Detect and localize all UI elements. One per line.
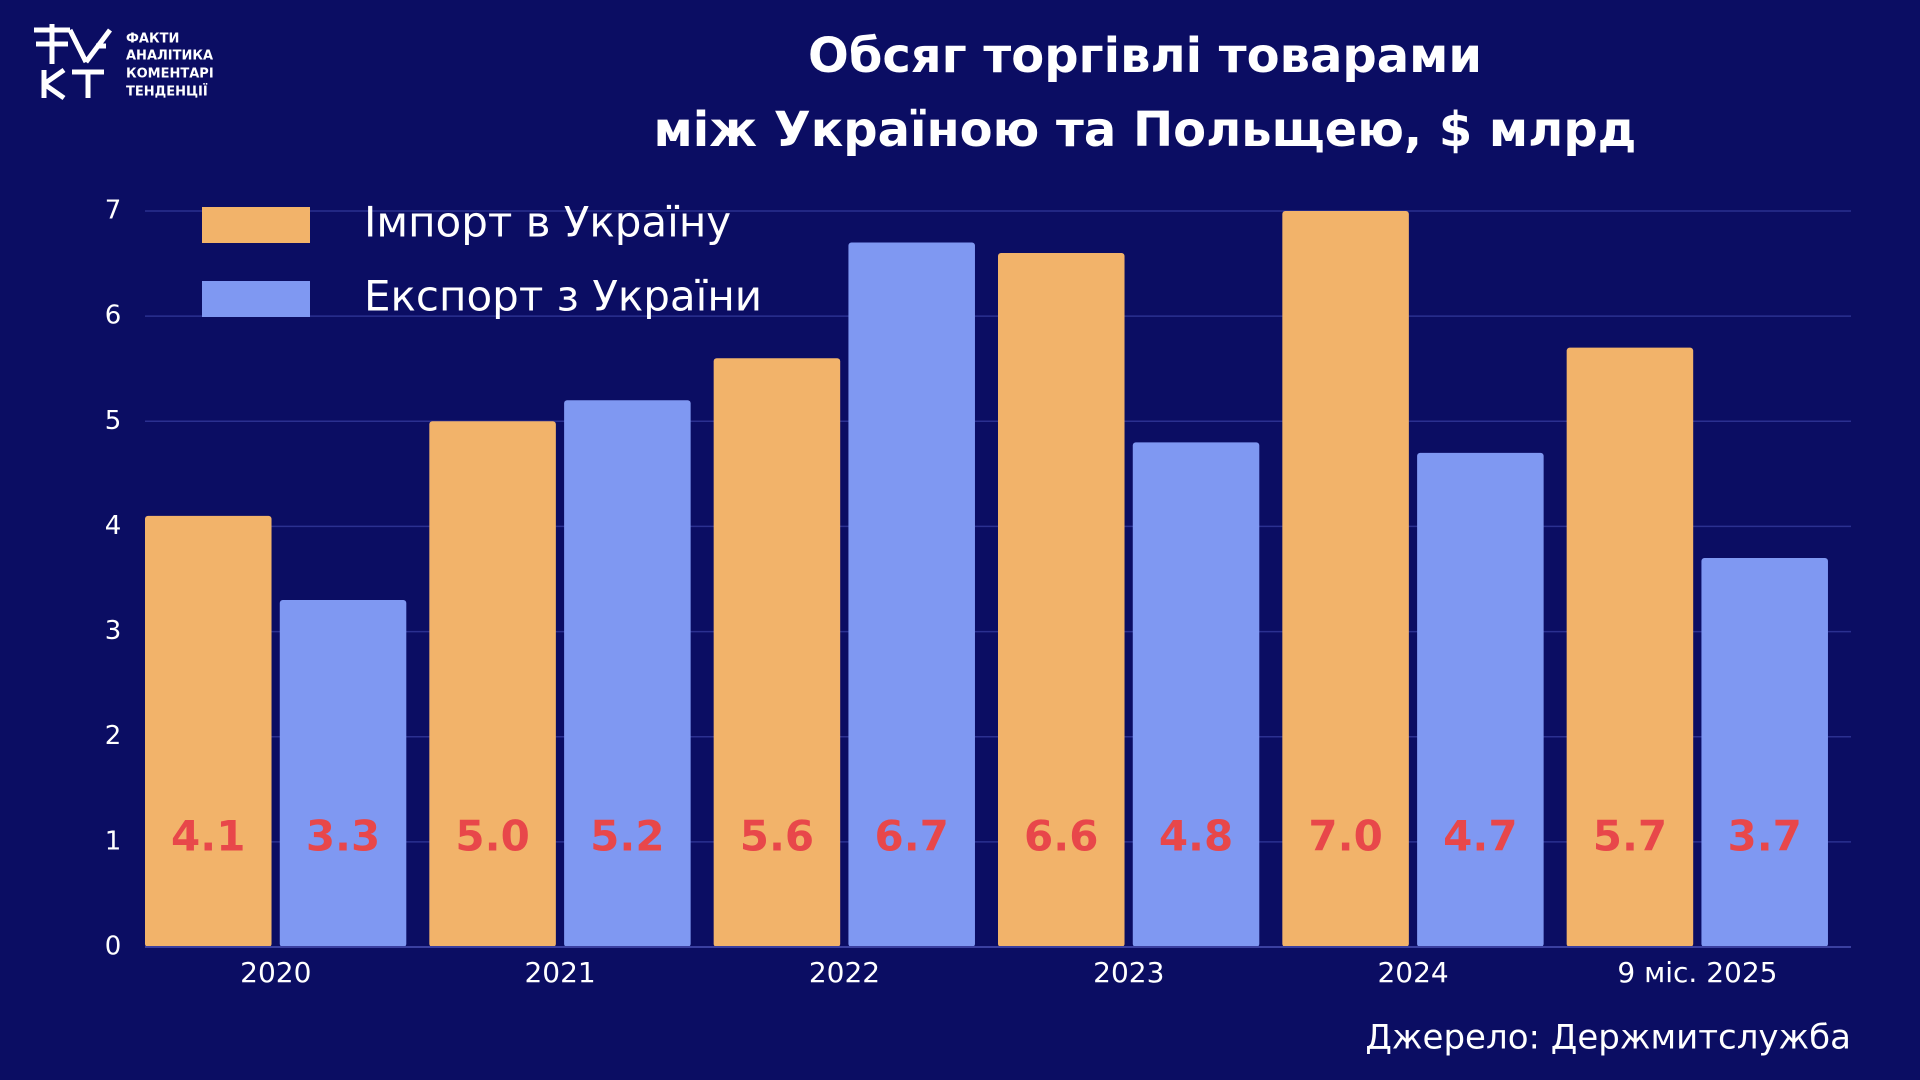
bar bbox=[1282, 211, 1409, 947]
bar bbox=[998, 253, 1125, 948]
bar bbox=[713, 358, 841, 947]
logo-text: АНАЛІТИКА bbox=[126, 49, 213, 64]
chart-title: Обсяг торгівлі товарами bbox=[808, 28, 1482, 84]
logo-glyph bbox=[34, 24, 112, 101]
bar bbox=[1132, 442, 1260, 947]
value-label: 5.6 bbox=[740, 812, 814, 861]
logo-text: ТЕНДЕНЦІЇ bbox=[126, 84, 208, 100]
x-tick-label: 2021 bbox=[524, 956, 595, 989]
x-tick-label: 2023 bbox=[1093, 956, 1164, 989]
legend-swatch bbox=[202, 207, 310, 243]
legend-label: Імпорт в Україну bbox=[364, 198, 731, 247]
value-label: 5.0 bbox=[455, 812, 529, 861]
bar bbox=[1701, 557, 1828, 947]
y-tick-label: 3 bbox=[105, 616, 122, 646]
y-tick-label: 0 bbox=[105, 932, 122, 962]
value-label: 6.7 bbox=[875, 812, 949, 861]
bar bbox=[145, 515, 272, 947]
value-label: 4.1 bbox=[171, 812, 245, 861]
x-tick-label: 9 міс. 2025 bbox=[1617, 956, 1777, 989]
logo-text: КОМЕНТАРІ bbox=[126, 67, 214, 82]
bar bbox=[564, 400, 691, 947]
y-tick-label: 2 bbox=[105, 721, 122, 751]
value-label: 5.2 bbox=[590, 812, 664, 861]
bar bbox=[1566, 347, 1694, 948]
bar bbox=[429, 421, 556, 947]
bar bbox=[279, 600, 407, 947]
value-label: 4.7 bbox=[1443, 812, 1517, 861]
y-tick-label: 7 bbox=[105, 196, 122, 226]
x-tick-label: 2022 bbox=[809, 956, 880, 989]
value-label: 4.8 bbox=[1159, 812, 1233, 861]
value-label: 3.7 bbox=[1728, 812, 1802, 861]
value-label: 5.7 bbox=[1593, 812, 1667, 861]
legend-label: Експорт з України bbox=[364, 272, 762, 321]
value-label: 3.3 bbox=[306, 812, 380, 861]
y-tick-label: 4 bbox=[105, 511, 122, 541]
value-label: 7.0 bbox=[1308, 812, 1382, 861]
y-tick-label: 5 bbox=[105, 406, 122, 436]
source: Джерело: Держмитслужба bbox=[1365, 1018, 1851, 1058]
x-tick-label: 2020 bbox=[240, 956, 311, 989]
logo-text: ФАКТИ bbox=[126, 32, 179, 47]
value-label: 6.6 bbox=[1024, 812, 1098, 861]
bar bbox=[848, 242, 975, 948]
bar bbox=[1417, 452, 1544, 947]
x-tick-label: 2024 bbox=[1377, 956, 1448, 989]
legend-swatch bbox=[202, 281, 310, 317]
y-tick-label: 1 bbox=[105, 826, 122, 856]
chart-title: між Україною та Польщею, $ млрд bbox=[654, 102, 1637, 158]
y-tick-label: 6 bbox=[105, 301, 122, 331]
